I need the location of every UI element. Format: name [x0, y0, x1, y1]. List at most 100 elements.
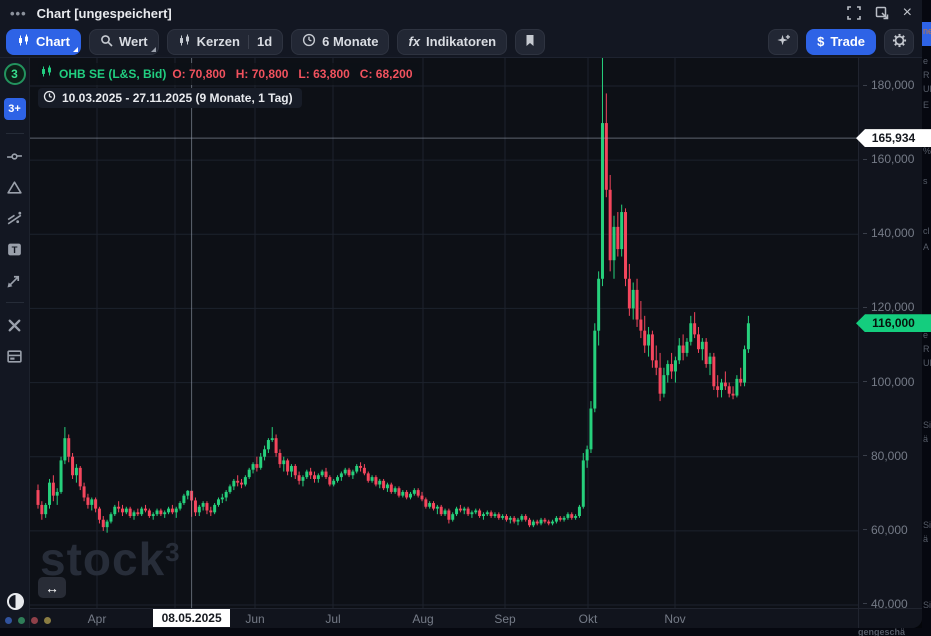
- wert-button-label: Wert: [118, 34, 148, 49]
- title-bar: ••• Chart [ungespeichert] ×: [0, 0, 922, 26]
- window-title: Chart [ungespeichert]: [36, 5, 172, 21]
- crosshair-price-tag: 165,934: [856, 129, 931, 148]
- background-text-fragment: ne: [923, 26, 931, 36]
- candles-icon: [17, 34, 30, 50]
- candles-icon: [40, 65, 53, 83]
- indicators-button[interactable]: fx Indikatoren: [397, 28, 508, 55]
- chart-pane[interactable]: OHB SE (L&S, Bid) O: 70,800 H: 70,800 L:…: [30, 58, 858, 608]
- fullscreen-icon[interactable]: [846, 6, 861, 20]
- background-text-fragment: Si: [923, 600, 931, 610]
- shapes-tool-button[interactable]: [4, 178, 26, 196]
- background-text-fragment: Si: [923, 520, 931, 530]
- background-blue-fragment: [922, 22, 931, 46]
- legend-symbol-row[interactable]: OHB SE (L&S, Bid) O: 70,800 H: 70,800 L:…: [38, 63, 419, 85]
- time-tick-label: Aug: [412, 612, 434, 626]
- templates-button[interactable]: [4, 347, 26, 365]
- stock3-logo[interactable]: 3: [3, 63, 26, 85]
- symbol-search-button[interactable]: Wert: [88, 28, 159, 55]
- cursor-tool-button[interactable]: [4, 147, 26, 165]
- draw-annotation-tool-button[interactable]: [4, 271, 26, 289]
- bookmark-icon: [524, 34, 536, 50]
- symbol-name: OHB SE (L&S, Bid): [59, 67, 167, 81]
- time-tick-label: Nov: [664, 612, 686, 626]
- svg-text:T: T: [12, 245, 18, 256]
- fx-icon: fx: [408, 34, 421, 49]
- status-dot: [18, 617, 25, 624]
- close-icon[interactable]: ×: [902, 4, 912, 21]
- sparkles-icon: [776, 33, 791, 51]
- chart-toolbar: Chart Wert Kerzen 1d: [0, 26, 922, 58]
- background-text-fragment: %: [923, 146, 931, 156]
- candlestick-chart[interactable]: [30, 58, 858, 608]
- background-text-fragment: Si: [923, 420, 931, 430]
- trendlines-tool-button[interactable]: [4, 209, 26, 227]
- interval-button[interactable]: 1d: [256, 34, 273, 49]
- price-tick-label: 120,000: [863, 300, 914, 314]
- background-text-fragment: A: [923, 242, 930, 252]
- time-tick-label: Apr: [87, 612, 107, 626]
- price-tick-label: 80,000: [863, 449, 908, 463]
- search-icon: [100, 34, 113, 50]
- background-text-fragment: UF: [923, 84, 931, 94]
- background-page-bottom: gengeschä: [0, 628, 922, 636]
- indicators-button-label: Indikatoren: [426, 34, 497, 49]
- dollar-icon: $: [817, 34, 825, 49]
- background-text-fragment: e: [923, 56, 929, 66]
- last-price-tag: 116,000: [856, 314, 931, 333]
- divider: [5, 302, 24, 303]
- axis-corner: [858, 608, 922, 628]
- candle-type-interval-group: Kerzen 1d: [166, 28, 284, 55]
- legend-range-row[interactable]: 10.03.2025 - 27.11.2025 (9 Monate, 1 Tag…: [38, 88, 302, 108]
- price-tick-label: 160,000: [863, 152, 914, 166]
- trade-button-label: Trade: [830, 34, 865, 49]
- status-dot: [44, 617, 51, 624]
- visible-range-label: 10.03.2025 - 27.11.2025 (9 Monate, 1 Tag…: [62, 91, 293, 105]
- stock3-watermark: stock3: [40, 533, 181, 585]
- background-text-fragment: gengeschä: [858, 628, 906, 636]
- chart-mode-button[interactable]: Chart: [6, 28, 81, 55]
- window-menu-button[interactable]: •••: [10, 5, 27, 21]
- candles-icon: [178, 34, 191, 50]
- ohlc-open: O: 70,800: [172, 67, 226, 81]
- background-text-fragment: ä: [923, 534, 929, 544]
- background-text-fragment: R: [923, 70, 930, 80]
- background-text-fragment: E: [923, 100, 930, 110]
- divider: [247, 34, 249, 49]
- time-axis[interactable]: Apr Jun Jul Aug Sep Okt Nov: [30, 608, 858, 628]
- price-tick-label: 100,000: [863, 375, 914, 389]
- time-range-button[interactable]: 6 Monate: [291, 28, 390, 55]
- time-tick-label: Jun: [245, 612, 265, 626]
- stock3-plus-button[interactable]: 3+: [3, 98, 26, 120]
- pan-horizontal-button[interactable]: ↔: [38, 577, 66, 598]
- time-tick-label: Okt: [578, 612, 598, 626]
- chart-button-label: Chart: [36, 34, 70, 49]
- ohlc-low: L: 63,800: [298, 67, 350, 81]
- text-tool-button[interactable]: T: [4, 240, 26, 258]
- status-dots: [5, 617, 51, 624]
- bookmark-button[interactable]: [515, 28, 546, 55]
- drawing-toolbar: 3 3+ T: [0, 58, 30, 628]
- background-text-fragment: UF: [923, 358, 931, 368]
- magic-sparkles-button[interactable]: [768, 28, 799, 55]
- divider: [5, 133, 24, 134]
- price-axis[interactable]: 180,000 160,000 140,000 120,000 100,000 80,00…: [858, 58, 922, 611]
- clock-icon: [302, 33, 316, 50]
- contrast-theme-icon[interactable]: [7, 593, 24, 610]
- candle-type-button[interactable]: Kerzen: [196, 34, 240, 49]
- ohlc-close: C: 68,200: [359, 67, 413, 81]
- status-dot: [31, 617, 38, 624]
- trade-button[interactable]: $ Trade: [806, 28, 876, 55]
- popout-window-icon[interactable]: [875, 6, 889, 20]
- chart-legend: OHB SE (L&S, Bid) O: 70,800 H: 70,800 L:…: [38, 63, 419, 108]
- crosshair-date-tag: 08.05.2025: [153, 609, 231, 627]
- price-tick-label: 40,000: [863, 597, 908, 611]
- price-tick-label: 140,000: [863, 226, 914, 240]
- chart-window: ••• Chart [ungespeichert] ×: [0, 0, 922, 628]
- tools-button[interactable]: [4, 316, 26, 334]
- background-text-fragment: cl: [923, 226, 930, 236]
- background-text-fragment: R: [923, 344, 930, 354]
- background-text-fragment: e: [923, 330, 929, 340]
- settings-button[interactable]: [884, 28, 914, 55]
- time-tick-label: Jul: [325, 612, 341, 626]
- time-tick-label: Sep: [494, 612, 516, 626]
